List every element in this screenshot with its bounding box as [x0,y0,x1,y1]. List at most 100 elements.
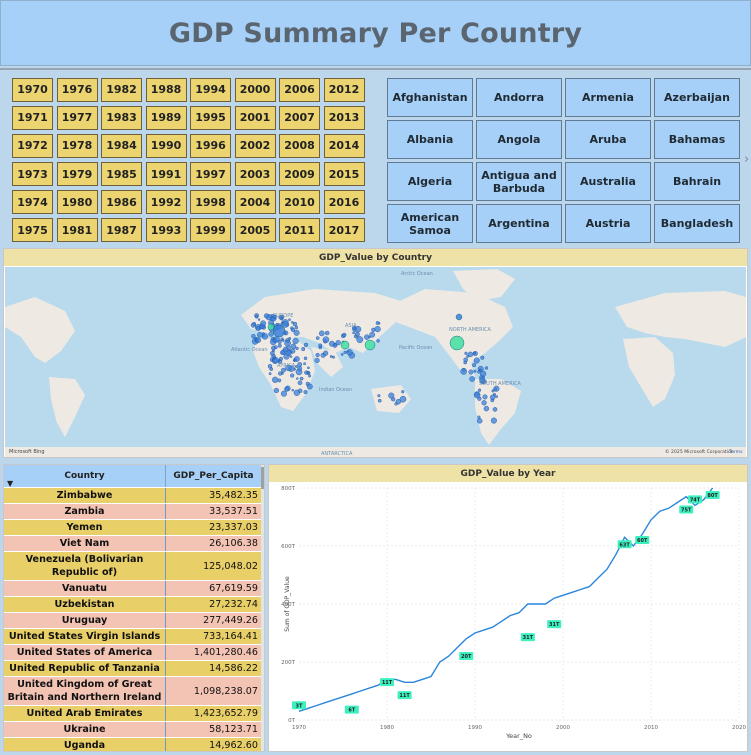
year-button[interactable]: 1976 [56,78,98,102]
country-bubble-large[interactable] [340,340,350,350]
country-bubble[interactable] [279,356,283,361]
country-bubble[interactable] [280,350,285,355]
country-bubble[interactable] [388,392,395,399]
year-button[interactable]: 1989 [145,106,187,130]
country-bubble[interactable] [307,366,310,370]
country-bubble[interactable] [291,388,294,392]
country-bubble[interactable] [460,368,468,375]
year-button[interactable]: 2012 [323,78,365,102]
year-button[interactable]: 1995 [190,106,231,130]
country-bubble[interactable] [468,369,474,375]
year-button[interactable]: 1997 [190,162,231,186]
country-bubble[interactable] [480,355,485,360]
year-button[interactable]: 1981 [56,218,98,243]
country-bubble[interactable] [257,318,261,321]
country-bubble[interactable] [315,352,320,358]
country-button[interactable]: Australia [565,162,651,201]
year-button[interactable]: 2000 [234,78,276,102]
country-bubble[interactable] [482,394,488,400]
country-button[interactable]: Albania [387,120,473,159]
country-bubble[interactable] [329,355,333,358]
country-bubble[interactable] [356,336,364,344]
country-button[interactable]: Bahrain [654,162,740,201]
country-bubble[interactable] [335,340,341,346]
country-button[interactable]: Argentina [476,204,562,243]
country-bubble[interactable] [314,357,320,364]
year-button[interactable]: 2014 [323,134,365,158]
map-terms-link[interactable]: Terms [728,449,743,455]
country-bubble[interactable] [303,390,308,395]
country-bubble[interactable] [346,349,353,356]
country-bubble[interactable] [293,389,300,396]
country-bubble[interactable] [352,331,355,335]
country-bubble[interactable] [477,370,481,374]
year-button[interactable]: 2002 [234,134,276,158]
gdp-series-line[interactable] [298,487,714,712]
country-button[interactable]: Afghanistan [387,78,473,117]
country-bubble[interactable] [290,373,295,378]
table-row[interactable]: Yemen 23,337.03 [4,520,261,536]
country-bubble[interactable] [354,326,362,333]
country-bubble[interactable] [376,339,380,343]
country-bubble[interactable] [491,389,495,393]
country-bubble[interactable] [273,345,278,350]
country-bubble[interactable] [463,357,469,363]
country-bubble[interactable] [347,350,350,353]
table-row[interactable]: Vanuatu 67,619.59 [4,581,261,597]
year-button[interactable]: 2008 [279,134,320,158]
country-bubble[interactable] [328,340,335,347]
sort-descending-icon[interactable]: ▼ [7,479,14,488]
country-bubble[interactable] [464,351,468,355]
table-scrollbar[interactable] [261,465,264,751]
country-bubble[interactable] [377,398,382,403]
year-button[interactable]: 1979 [56,162,98,186]
country-bubble[interactable] [292,321,298,327]
country-bubble[interactable] [272,314,277,319]
year-button[interactable]: 2016 [323,190,365,214]
year-button[interactable]: 2003 [234,162,276,186]
country-bubble[interactable] [294,365,298,368]
country-bubble[interactable] [278,315,283,320]
country-bubble[interactable] [477,418,483,424]
year-button[interactable]: 1978 [56,134,98,158]
year-button[interactable]: 2013 [323,106,365,130]
year-button[interactable]: 1996 [190,134,231,158]
country-bubble[interactable] [278,371,283,376]
country-bubble[interactable] [315,336,320,340]
country-bubble[interactable] [281,339,285,342]
country-bubble[interactable] [467,351,474,358]
country-bubble-large[interactable] [267,323,275,331]
country-bubble[interactable] [493,392,497,396]
country-bubble[interactable] [290,327,295,332]
country-bubble[interactable] [294,325,299,330]
country-bubble-large[interactable] [449,335,465,351]
country-bubble[interactable] [257,332,263,338]
country-button[interactable]: Bahamas [654,120,740,159]
year-button[interactable]: 1971 [12,106,53,130]
year-button[interactable]: 1974 [12,190,53,214]
country-bubble[interactable] [401,390,405,394]
year-button[interactable]: 1973 [12,162,53,186]
country-bubble[interactable] [263,313,269,319]
country-button[interactable]: American Samoa [387,204,473,243]
year-button[interactable]: 1992 [145,190,187,214]
year-button[interactable]: 1977 [56,106,98,130]
country-bubble[interactable] [255,337,262,343]
country-bubble[interactable] [306,370,310,374]
year-button[interactable]: 1999 [190,218,231,243]
year-button[interactable]: 1991 [145,162,187,186]
year-button[interactable]: 1984 [101,134,142,158]
country-bubble-large[interactable] [455,313,463,321]
gdp-bubbles[interactable] [250,313,500,424]
country-bubble[interactable] [332,355,335,359]
table-row[interactable]: Venezuela (Bolivarian Republic of) 125,04… [4,552,261,581]
country-bubble[interactable] [399,395,407,403]
year-button[interactable]: 2015 [323,162,365,186]
country-bubble[interactable] [473,369,477,373]
column-header-country[interactable]: Country [4,465,166,487]
year-button[interactable]: 1990 [145,134,187,158]
country-bubble[interactable] [492,407,498,412]
country-bubble[interactable] [495,395,499,398]
country-bubble[interactable] [303,362,306,366]
country-bubble[interactable] [394,402,398,406]
